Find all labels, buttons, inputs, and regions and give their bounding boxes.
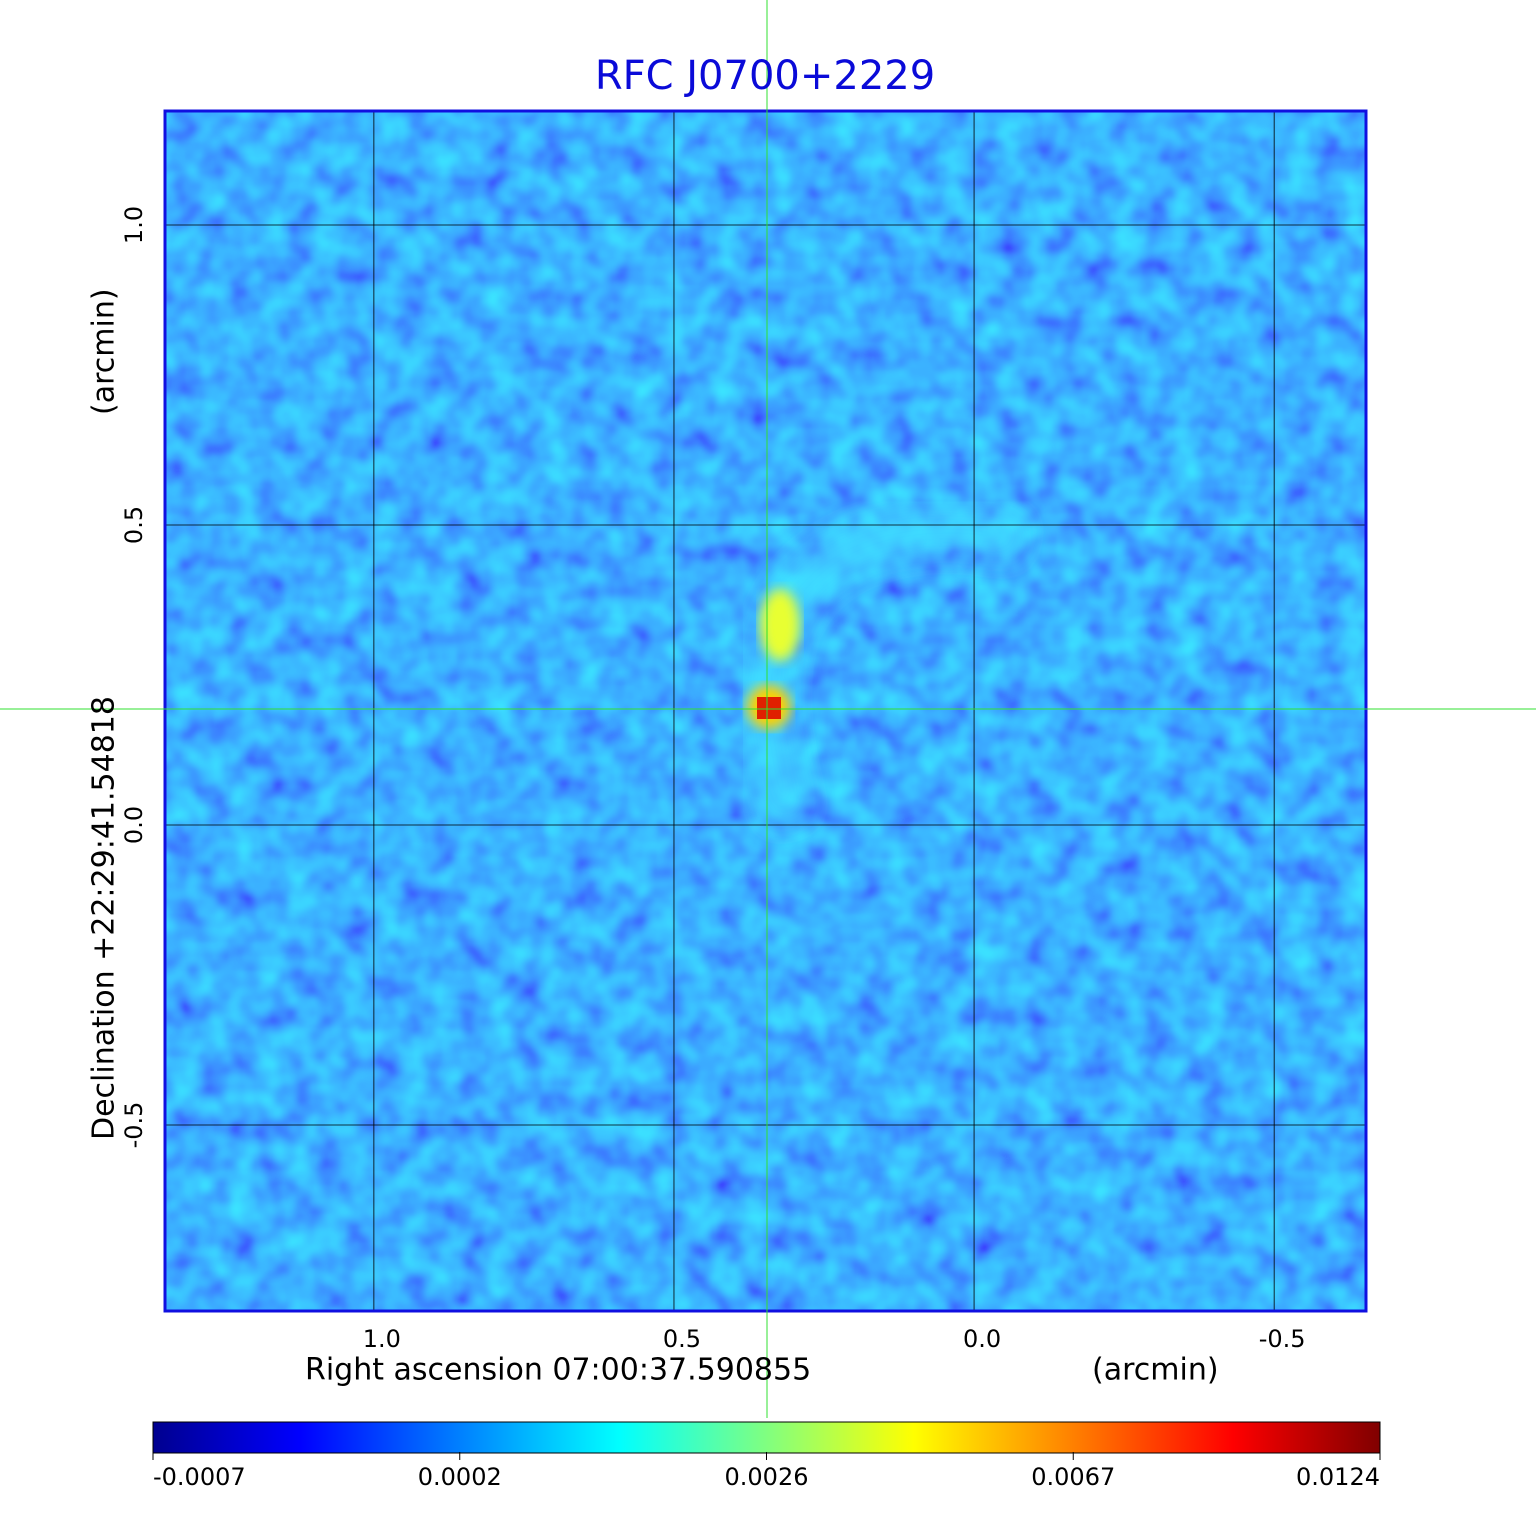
jet-knot: [760, 589, 800, 661]
core: [757, 697, 781, 719]
x-tick-label: 0.0: [963, 1325, 1001, 1353]
y-axis-unit: (arcmin): [87, 288, 122, 415]
x-tick-label: 0.5: [663, 1325, 701, 1353]
sky-image: [165, 111, 1366, 1311]
colorbar-tick-label: 0.0002: [418, 1463, 502, 1491]
colorbar-tick-label: 0.0124: [1296, 1463, 1380, 1491]
y-axis-label: Declination +22:29:41.54818: [87, 696, 122, 1140]
y-tick-label: 0.0: [120, 806, 148, 844]
y-tick-label: 1.0: [120, 206, 148, 244]
colorbar: [152, 1421, 1381, 1454]
y-tick-label: -0.5: [120, 1102, 148, 1149]
y-tick-label: 0.5: [120, 506, 148, 544]
colorbar-tick-label: -0.0007: [153, 1463, 246, 1491]
x-tick-label: 1.0: [363, 1325, 401, 1353]
x-tick-label: -0.5: [1259, 1325, 1306, 1353]
jet-emission: [748, 510, 1025, 826]
x-axis-unit: (arcmin): [1092, 1353, 1219, 1388]
x-axis-label: Right ascension 07:00:37.590855: [305, 1353, 811, 1388]
chart-title: RFC J0700+2229: [595, 53, 935, 99]
grid: [165, 111, 1366, 1311]
plot-frame: [163, 109, 1368, 1313]
colorbar-tick-label: 0.0026: [725, 1463, 809, 1491]
colorbar-tick-label: 0.0067: [1031, 1463, 1115, 1491]
